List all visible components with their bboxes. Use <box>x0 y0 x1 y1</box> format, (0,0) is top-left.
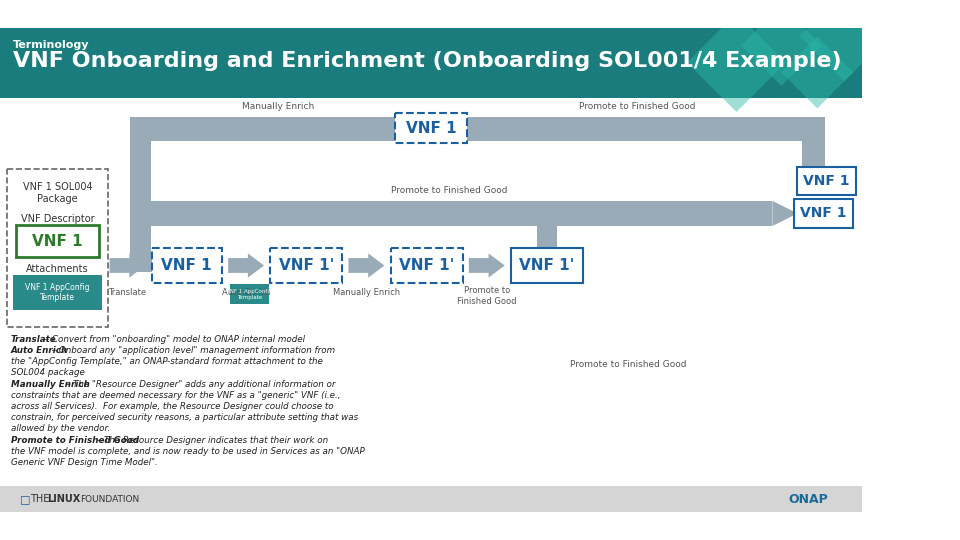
Polygon shape <box>773 201 798 226</box>
Text: Auto Enrich: Auto Enrich <box>222 288 271 297</box>
Text: VNF 1: VNF 1 <box>406 120 456 136</box>
FancyBboxPatch shape <box>802 117 826 176</box>
Text: Promote to Finished Good: Promote to Finished Good <box>580 102 696 111</box>
Text: THE: THE <box>30 494 49 504</box>
Text: VNF 1 AppConfig
Template: VNF 1 AppConfig Template <box>227 289 273 300</box>
Text: Manually Enrich: Manually Enrich <box>11 380 89 389</box>
Text: VNF 1': VNF 1' <box>278 258 334 273</box>
Polygon shape <box>468 253 505 278</box>
Polygon shape <box>687 13 786 112</box>
Text: the "AppConfig Template," an ONAP-standard format attachment to the: the "AppConfig Template," an ONAP-standa… <box>11 357 323 366</box>
Text: Generic VNF Design Time Model".: Generic VNF Design Time Model". <box>11 458 157 467</box>
FancyBboxPatch shape <box>131 117 151 259</box>
FancyBboxPatch shape <box>271 248 342 282</box>
FancyBboxPatch shape <box>0 485 862 512</box>
FancyBboxPatch shape <box>7 170 108 327</box>
Text: Promote to Finished Good: Promote to Finished Good <box>391 186 507 194</box>
Text: – Onboard any "application level" management information from: – Onboard any "application level" manage… <box>49 346 335 355</box>
Text: Manually Enrich: Manually Enrich <box>333 288 400 297</box>
Text: – Convert from "onboarding" model to ONAP internal model: – Convert from "onboarding" model to ONA… <box>42 335 305 343</box>
Text: ONAP: ONAP <box>788 492 828 505</box>
Text: – The "Resource Designer" adds any additional information or: – The "Resource Designer" adds any addit… <box>62 380 335 389</box>
FancyBboxPatch shape <box>467 117 802 141</box>
FancyBboxPatch shape <box>797 167 856 195</box>
Text: VNF 1 AppConfig
Template: VNF 1 AppConfig Template <box>25 283 89 302</box>
Text: Promote to
Finished Good: Promote to Finished Good <box>457 286 516 306</box>
FancyBboxPatch shape <box>794 199 853 228</box>
FancyBboxPatch shape <box>131 255 164 272</box>
Polygon shape <box>741 5 822 86</box>
Polygon shape <box>348 253 384 278</box>
FancyBboxPatch shape <box>151 117 396 141</box>
Text: Terminology: Terminology <box>12 40 89 50</box>
Text: Auto Enrich: Auto Enrich <box>11 346 68 355</box>
Text: FOUNDATION: FOUNDATION <box>80 495 139 503</box>
Polygon shape <box>781 37 853 109</box>
FancyBboxPatch shape <box>511 248 583 282</box>
Text: across all Services).  For example, the Resource Designer could choose to: across all Services). For example, the R… <box>11 402 333 411</box>
Polygon shape <box>533 209 562 224</box>
Polygon shape <box>109 253 146 278</box>
Text: VNF Descriptor: VNF Descriptor <box>21 214 94 224</box>
Text: Promote to Finished Good: Promote to Finished Good <box>570 360 687 369</box>
Text: Manually Enrich: Manually Enrich <box>242 102 315 111</box>
Text: □: □ <box>20 494 31 504</box>
Text: VNF 1: VNF 1 <box>803 174 850 188</box>
Text: Translate: Translate <box>11 335 57 343</box>
FancyBboxPatch shape <box>391 248 463 282</box>
FancyBboxPatch shape <box>537 224 557 248</box>
Polygon shape <box>800 0 889 82</box>
Text: VNF 1': VNF 1' <box>399 258 454 273</box>
FancyBboxPatch shape <box>151 201 773 226</box>
Text: LINUX: LINUX <box>47 494 80 504</box>
Text: constraints that are deemed necessary for the VNF as a "generic" VNF (i.e.,: constraints that are deemed necessary fo… <box>11 391 340 400</box>
Text: VNF 1': VNF 1' <box>519 258 575 273</box>
Polygon shape <box>802 176 826 191</box>
Text: Attachments: Attachments <box>26 264 88 274</box>
FancyBboxPatch shape <box>12 275 103 309</box>
Text: allowed by the vendor.: allowed by the vendor. <box>11 424 109 434</box>
FancyBboxPatch shape <box>152 248 222 282</box>
Text: VNF Onboarding and Enrichment (Onboarding SOL001/4 Example): VNF Onboarding and Enrichment (Onboardin… <box>12 51 841 71</box>
FancyBboxPatch shape <box>396 113 467 143</box>
Text: VNF 1: VNF 1 <box>161 258 212 273</box>
Text: constrain, for perceived security reasons, a particular attribute setting that w: constrain, for perceived security reason… <box>11 413 358 422</box>
Text: – The Resource Designer indicates that their work on: – The Resource Designer indicates that t… <box>94 436 328 445</box>
Text: VNF 1 SOL004
Package: VNF 1 SOL004 Package <box>23 182 92 204</box>
Text: Promote to Finished Good: Promote to Finished Good <box>11 436 139 445</box>
FancyBboxPatch shape <box>16 225 99 258</box>
FancyBboxPatch shape <box>0 28 862 98</box>
Text: the VNF model is complete, and is now ready to be used in Services as an "ONAP: the VNF model is complete, and is now re… <box>11 447 365 456</box>
Text: VNF 1: VNF 1 <box>33 234 83 249</box>
Text: Translate: Translate <box>108 288 147 297</box>
FancyBboxPatch shape <box>229 285 270 304</box>
Polygon shape <box>228 253 264 278</box>
Text: SOL004 package: SOL004 package <box>11 368 84 377</box>
Text: VNF 1: VNF 1 <box>801 206 847 220</box>
